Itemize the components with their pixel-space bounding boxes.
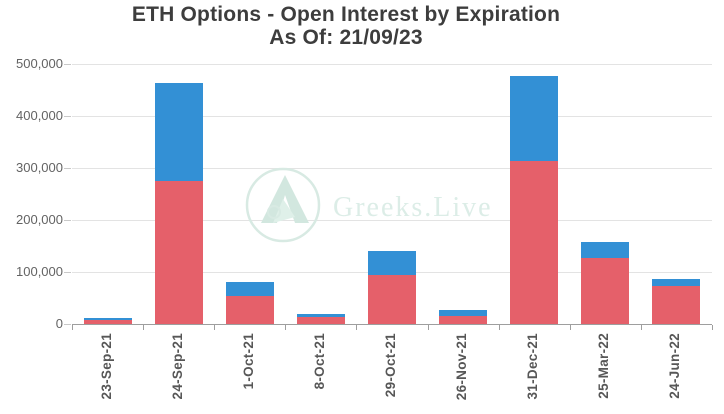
- x-axis-tick: [498, 325, 500, 330]
- y-axis-tick: [64, 272, 71, 273]
- chart-subtitle: As Of: 21/09/23: [269, 26, 423, 49]
- x-tick-label: 29-Oct-21: [383, 333, 398, 398]
- red-bottom-segment: [439, 316, 488, 324]
- x-axis-tick: [285, 325, 287, 330]
- red-bottom-segment: [225, 296, 274, 324]
- blue-top-segment: [296, 314, 345, 317]
- bar-29-Oct-21: [368, 251, 416, 324]
- bar-23-Sep-21: [83, 318, 132, 324]
- y-tick-label: 0: [55, 316, 63, 331]
- red-bottom-segment: [154, 181, 203, 324]
- x-axis-tick: [640, 325, 642, 330]
- bar-8-Oct-21: [296, 314, 345, 324]
- y-axis-tick: [64, 220, 71, 221]
- gridline: [72, 64, 712, 65]
- x-axis-tick: [143, 325, 145, 330]
- x-axis-tick: [712, 325, 713, 330]
- y-axis-tick: [64, 116, 71, 117]
- x-axis-tick: [569, 325, 571, 330]
- bar-25-Mar-22: [581, 242, 630, 324]
- blue-top-segment: [439, 310, 488, 317]
- y-axis-tick: [64, 64, 71, 65]
- bar-24-Jun-22: [652, 279, 701, 324]
- x-tick-label: 24-Jun-22: [667, 333, 683, 399]
- greeks-live-logo-icon: [245, 167, 321, 243]
- y-tick-label: 400,000: [16, 108, 63, 123]
- gridline: [72, 168, 712, 169]
- x-axis-tick: [214, 325, 216, 330]
- x-tick-label: 24-Sep-21: [169, 333, 185, 400]
- blue-top-segment: [581, 242, 630, 258]
- bar-31-Dec-21: [510, 75, 559, 324]
- red-bottom-segment: [652, 286, 701, 324]
- blue-top-segment: [154, 83, 203, 181]
- y-axis-tick: [64, 168, 71, 169]
- x-tick-label: 31-Dec-21: [525, 333, 541, 400]
- bar-24-Sep-21: [154, 83, 203, 324]
- plot-area: Greeks.Live: [72, 64, 712, 325]
- red-bottom-segment: [83, 320, 132, 324]
- bar-1-Oct-21: [225, 282, 274, 324]
- y-axis-tick: [64, 324, 71, 325]
- blue-top-segment: [652, 279, 701, 287]
- x-tick-label: 25-Mar-22: [596, 333, 612, 399]
- red-bottom-segment: [510, 160, 559, 324]
- x-tick-label: 26-Nov-21: [454, 333, 470, 401]
- gridline: [72, 220, 712, 221]
- blue-top-segment: [510, 75, 559, 161]
- blue-top-segment: [225, 282, 274, 297]
- y-tick-label: 300,000: [16, 160, 63, 175]
- chart-title: ETH Options - Open Interest by Expiratio…: [131, 3, 561, 26]
- blue-top-segment: [368, 251, 416, 275]
- blue-top-segment: [83, 318, 132, 321]
- x-tick-label: 23-Sep-21: [98, 333, 114, 400]
- red-bottom-segment: [368, 274, 416, 324]
- gridline: [72, 116, 712, 117]
- y-tick-label: 100,000: [16, 264, 63, 279]
- red-bottom-segment: [581, 257, 630, 324]
- y-tick-label: 500,000: [16, 56, 63, 71]
- bar-26-Nov-21: [439, 310, 488, 324]
- x-axis-tick: [427, 325, 429, 330]
- x-tick-label: 1-Oct-21: [240, 333, 256, 390]
- watermark: Greeks.Live: [243, 164, 543, 246]
- x-tick-label: 8-Oct-21: [311, 333, 327, 390]
- y-tick-label: 200,000: [16, 212, 63, 227]
- x-axis-tick: [356, 325, 358, 330]
- red-bottom-segment: [296, 316, 345, 324]
- chart-title-block: ETH Options - Open Interest by Expiratio…: [0, 3, 692, 49]
- x-axis-tick: [72, 325, 73, 330]
